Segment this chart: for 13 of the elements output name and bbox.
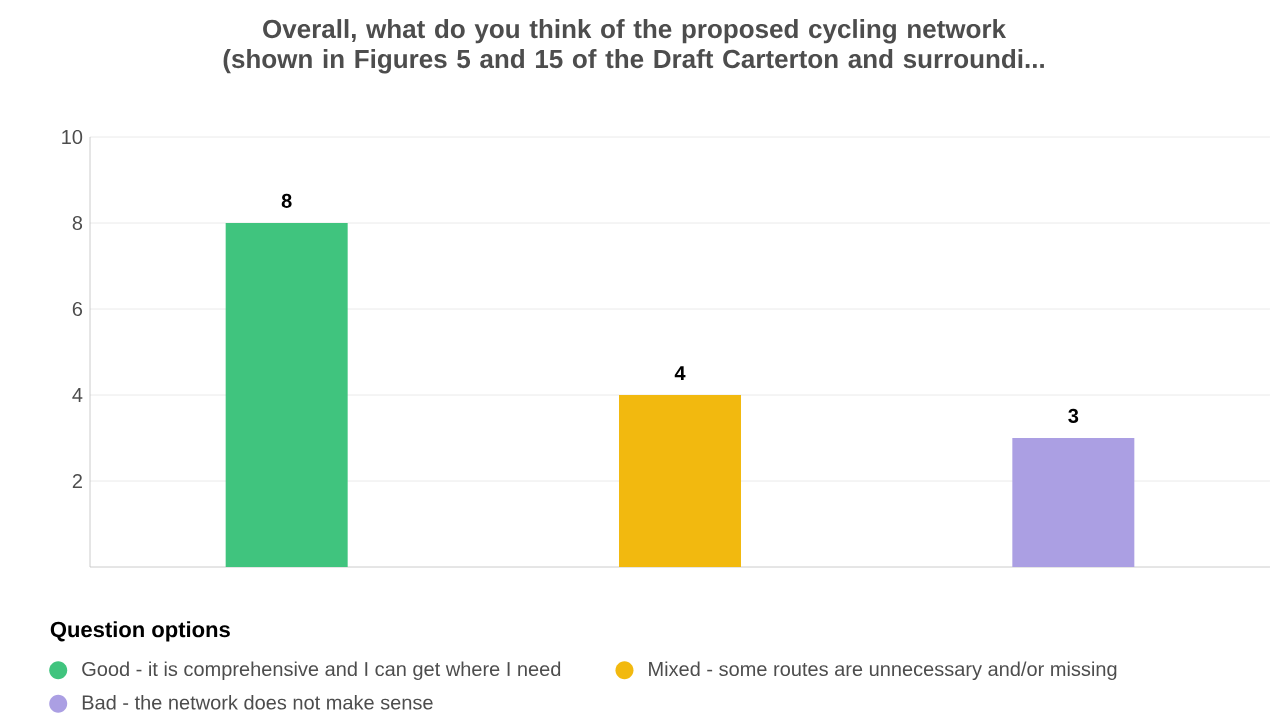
legend-label: Bad - the network does not make sense (82, 694, 433, 710)
legend-title: Question options (50, 621, 230, 642)
chart-title: Overall, what do you think of the proposed cycling network (shown in Figures 5 and 15 of the Draft Carterton and surroundi... (223, 19, 1044, 74)
y-tick-label: 4 (72, 388, 83, 402)
y-tick-label: 8 (72, 215, 83, 231)
legend-label: Mixed - some routes are unnecessary and/or missing (649, 661, 1117, 681)
y-tick-label: 10 (62, 129, 83, 145)
data-label: 4 (674, 366, 686, 380)
legend-label: Good - it is comprehensive and I can get where I need (82, 661, 561, 681)
data-label: 3 (1068, 408, 1079, 423)
y-tick-label: 2 (72, 474, 82, 488)
y-tick-label: 6 (72, 301, 83, 317)
data-label: 8 (281, 193, 292, 208)
